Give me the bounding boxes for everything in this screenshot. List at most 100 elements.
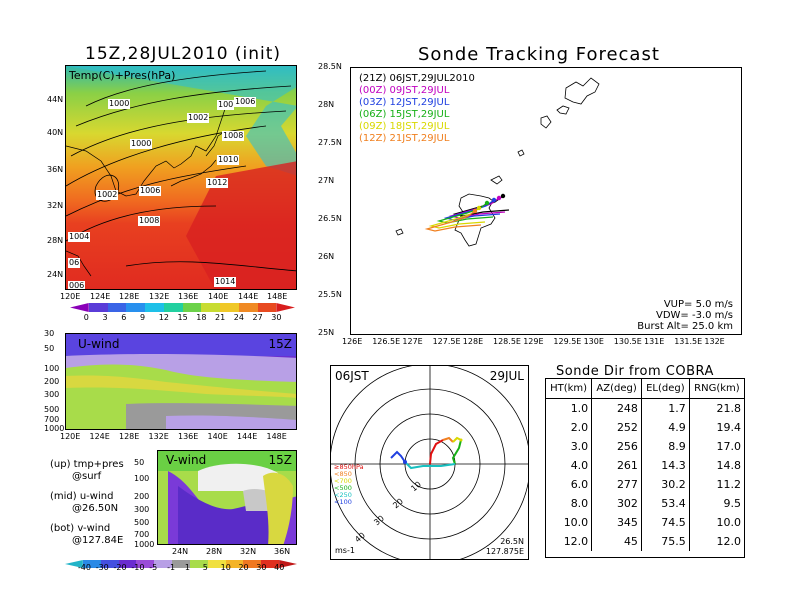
colorbar-swatch xyxy=(70,303,89,312)
table-cell: 9.5 xyxy=(723,497,742,510)
track-lat-tick: 26N xyxy=(318,252,335,261)
table-cell: 302 xyxy=(591,494,642,513)
track-legend-12z: (12Z) 21JST,29JUL xyxy=(359,133,450,144)
colorbar-label: 5 xyxy=(202,563,208,572)
table-row: 2.0 252 4.9 19.4 xyxy=(546,418,744,437)
table-row: 12.0 45 75.5 12.0 xyxy=(546,532,744,551)
table-cell: 6.0 xyxy=(546,475,593,494)
colorbar-label: 30 xyxy=(256,563,267,572)
table-cell: 1.7 xyxy=(641,398,690,418)
polar-layer-legend: ≥850hPa <850 <700 <500 <250 <100 xyxy=(334,464,364,506)
table-cell: 8.9 xyxy=(641,437,690,456)
colorbar-swatch xyxy=(220,303,239,312)
u-wind-lon-tick: 140E xyxy=(207,432,228,441)
table-cell: 12.0 xyxy=(716,535,742,548)
track-lon-tick: 132E xyxy=(704,337,725,346)
colorbar-swatch xyxy=(225,560,244,568)
table-cell: 30.2 xyxy=(641,475,690,494)
note-bot-line2: @127.84E xyxy=(72,535,124,546)
track-lon-tick: 126E xyxy=(342,337,363,346)
track-legend-09z: (09Z) 18JST,29JUL xyxy=(359,121,450,132)
v-wind-pressure-tick: 50 xyxy=(134,458,145,467)
polar-lat: 26.5N xyxy=(500,537,524,546)
table-cell: 14.8 xyxy=(716,459,742,472)
colorbar-label: -20 xyxy=(113,563,127,572)
isobar-label: 006 xyxy=(68,281,86,290)
table-row: 3.0 256 8.9 17.0 xyxy=(546,437,744,456)
u-wind-pressure-tick: 300 xyxy=(44,390,60,399)
col-header-ht: HT(km) xyxy=(546,379,593,399)
sonde-track-line xyxy=(443,199,501,221)
u-wind-lon-tick: 128E xyxy=(119,432,140,441)
track-lon-tick: 127E xyxy=(402,337,423,346)
map-lat-tick: 40N xyxy=(47,128,64,137)
polar-time-left: 06JST xyxy=(335,369,369,383)
sonde-burst-point xyxy=(484,200,490,206)
map-lon-tick: 148E xyxy=(267,292,288,301)
table-cell: 256 xyxy=(591,437,642,456)
table-cell: 19.4 xyxy=(716,421,742,434)
table-cell: 14.3 xyxy=(641,456,690,475)
map-lon-tick: 120E xyxy=(60,292,81,301)
map-lat-tick: 36N xyxy=(47,165,64,174)
v-wind-time: 15Z xyxy=(268,453,293,467)
note-bot: (bot) v-wind @127.84E xyxy=(50,523,123,547)
table-row: 1.0 248 1.7 21.8 xyxy=(546,398,744,418)
track-legend-00z: (00Z) 09JST,29JUL xyxy=(359,85,450,96)
track-title: Sonde Tracking Forecast xyxy=(418,44,660,65)
table-cell: 277 xyxy=(591,475,642,494)
table-cell: 21.8 xyxy=(716,402,742,415)
v-wind-lat-tick: 36N xyxy=(274,547,291,556)
u-wind-pressure-tick: 30 xyxy=(44,329,55,338)
track-lat-tick: 27N xyxy=(318,176,335,185)
temperature-colorbar-labels: 0 3 6 9 12 15 18 21 24 27 30 xyxy=(70,313,295,323)
isobar-label: 06 xyxy=(68,258,81,268)
table-cell: 345 xyxy=(591,513,642,532)
u-wind-time: 15Z xyxy=(268,337,293,351)
note-up-line2: @surf xyxy=(72,471,102,482)
track-lat-tick: 26.5N xyxy=(318,214,342,223)
v-wind-pressure-tick: 700 xyxy=(134,530,150,539)
note-bot-line1: (bot) v-wind xyxy=(50,523,111,534)
isobar-label: 1010 xyxy=(217,155,240,165)
track-lat-tick: 28.5N xyxy=(318,62,342,71)
sonde-dir-table: HT(km) AZ(deg) EL(deg) RNG(km) 1.0 248 1.7… xyxy=(545,378,745,558)
v-wind-lat-tick: 32N xyxy=(240,547,257,556)
colorbar-label: 10 xyxy=(220,563,231,572)
table-cell: 261 xyxy=(591,456,642,475)
colorbar-swatch xyxy=(100,560,119,568)
colorbar-swatch xyxy=(172,560,190,568)
u-wind-lon-tick: 124E xyxy=(89,432,110,441)
v-wind-crosssection: V-wind 15Z xyxy=(157,450,297,545)
map-lat-tick: 24N xyxy=(47,270,64,279)
colorbar-swatch xyxy=(107,303,127,312)
v-wind-lat-tick: 24N xyxy=(172,547,189,556)
colorbar-swatch xyxy=(276,303,295,312)
table-cell: 75.5 xyxy=(641,532,690,551)
table-cell: 12.0 xyxy=(546,532,593,551)
table-cell: 74.5 xyxy=(641,513,690,532)
u-wind-pressure-tick: 1000 xyxy=(44,424,65,433)
colorbar-label: 24 xyxy=(233,313,244,322)
colorbar-swatch xyxy=(145,303,164,312)
v-wind-pressure-tick: 300 xyxy=(134,505,150,514)
note-up-line1: (up) tmp+pres xyxy=(50,459,124,470)
colorbar-swatch xyxy=(261,560,280,568)
table-cell: 4.0 xyxy=(546,456,593,475)
colorbar-label: 21 xyxy=(215,313,226,322)
map-variable-label: Temp(C)+Pres(hPa) xyxy=(69,69,176,82)
v-wind-lat-tick: 28N xyxy=(206,547,223,556)
colorbar-label: 12 xyxy=(158,313,169,322)
colorbar-label: 9 xyxy=(140,313,146,322)
isobar-label: 1008 xyxy=(222,131,245,141)
isobar-label: 1006 xyxy=(139,186,162,196)
u-wind-pressure-tick: 200 xyxy=(44,377,60,386)
colorbar-swatch xyxy=(126,303,145,312)
isobar-label: 1014 xyxy=(214,277,237,287)
isobar-label: 1008 xyxy=(138,216,161,226)
colorbar-label: -40 xyxy=(77,563,91,572)
u-wind-lon-tick: 132E xyxy=(148,432,169,441)
table-cell: 4.9 xyxy=(641,418,690,437)
colorbar-label: -10 xyxy=(131,563,145,572)
isobar-label: 1004 xyxy=(68,232,91,242)
